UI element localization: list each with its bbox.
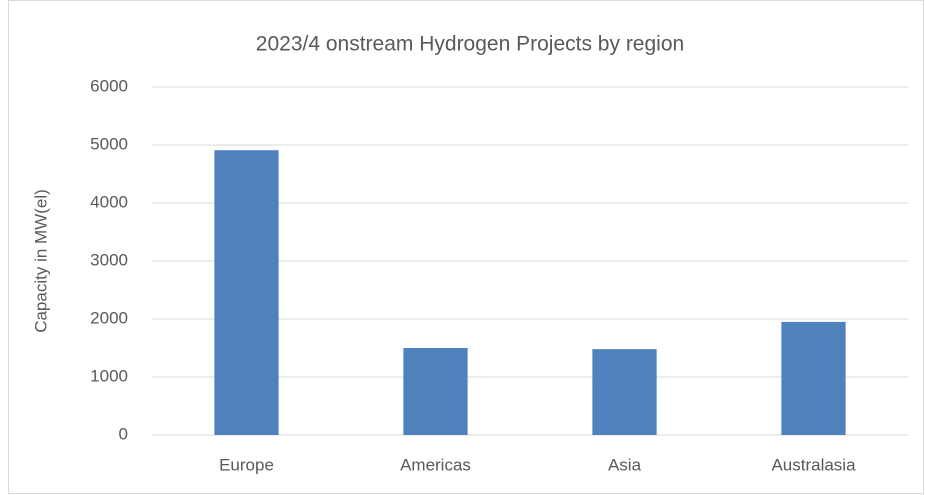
y-tick-label: 2000 <box>90 308 128 327</box>
y-tick-label: 1000 <box>90 366 128 385</box>
x-tick-label: Australasia <box>771 455 856 474</box>
y-axis-label: Capacity in MW(el) <box>31 189 50 333</box>
bar <box>781 321 846 435</box>
bar <box>403 348 468 435</box>
x-tick-label: Americas <box>400 455 471 474</box>
y-tick-label: 6000 <box>90 76 128 95</box>
x-tick-label: Asia <box>608 455 642 474</box>
bar <box>214 150 279 435</box>
y-tick-label: 0 <box>119 424 128 443</box>
x-tick-label: Europe <box>219 455 274 474</box>
y-tick-label: 3000 <box>90 250 128 269</box>
y-tick-label: 4000 <box>90 192 128 211</box>
bar <box>592 349 657 435</box>
y-tick-label: 5000 <box>90 134 128 153</box>
chart-title: 2023/4 onstream Hydrogen Projects by reg… <box>256 33 684 56</box>
